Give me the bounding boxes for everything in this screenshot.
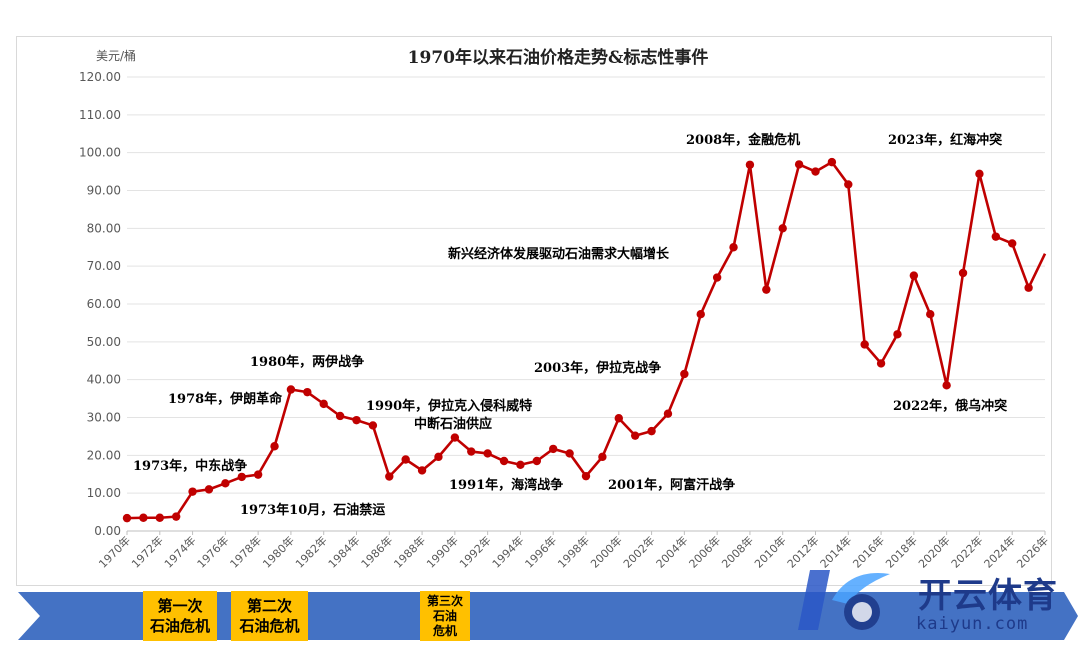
data-point bbox=[270, 442, 279, 451]
data-point bbox=[352, 415, 361, 425]
y-tick-label: 110.00 bbox=[79, 108, 121, 122]
annotation-a2008: 2008年，金融危机 bbox=[686, 132, 800, 148]
data-point bbox=[893, 330, 902, 339]
data-point bbox=[745, 160, 755, 169]
data-point bbox=[467, 447, 476, 456]
data-point bbox=[139, 513, 148, 522]
data-point bbox=[598, 452, 607, 462]
data-point bbox=[827, 157, 837, 167]
y-tick-label: 120.00 bbox=[79, 70, 121, 84]
data-point bbox=[1008, 239, 1017, 248]
data-point bbox=[565, 449, 574, 458]
data-point bbox=[385, 472, 394, 481]
data-point bbox=[991, 232, 1001, 241]
annotation-a2022: 2022年，俄乌冲突 bbox=[893, 398, 1007, 414]
chart-frame bbox=[16, 36, 1052, 586]
crisis-box-second: 第二次 石油危机 bbox=[231, 591, 308, 641]
data-point bbox=[450, 433, 460, 442]
data-point bbox=[368, 421, 378, 430]
data-point bbox=[204, 485, 214, 494]
y-tick-label: 70.00 bbox=[87, 259, 121, 273]
crisis-box-first: 第一次 石油危机 bbox=[143, 591, 217, 641]
data-point bbox=[319, 399, 328, 409]
data-point bbox=[876, 359, 886, 368]
data-point bbox=[549, 444, 558, 454]
data-point bbox=[303, 387, 312, 397]
watermark-subtext: kaiyun.com bbox=[916, 614, 1029, 634]
annotation-a2001: 2001年，阿富汗战争 bbox=[608, 477, 735, 493]
data-point bbox=[171, 512, 181, 521]
data-point bbox=[647, 426, 656, 436]
data-point bbox=[532, 456, 542, 466]
data-point bbox=[1024, 283, 1033, 292]
data-point bbox=[401, 455, 410, 464]
data-point bbox=[860, 340, 869, 349]
annotation-a1990: 1990年，伊拉克入侵科威特 bbox=[366, 398, 532, 414]
data-point bbox=[729, 243, 738, 252]
data-point bbox=[844, 180, 853, 189]
annotation-a2003: 2003年，伊拉克战争 bbox=[534, 360, 661, 376]
data-point bbox=[253, 470, 263, 479]
data-point bbox=[663, 409, 673, 418]
data-point bbox=[762, 285, 771, 294]
data-point bbox=[958, 268, 968, 278]
watermark-text: 开云体育 bbox=[918, 576, 1058, 616]
data-point bbox=[335, 411, 345, 421]
y-tick-label: 30.00 bbox=[87, 411, 121, 425]
data-point bbox=[221, 479, 230, 488]
data-point bbox=[811, 167, 820, 176]
data-point bbox=[975, 169, 984, 179]
data-point bbox=[122, 513, 132, 523]
y-tick-label: 40.00 bbox=[87, 373, 121, 387]
y-tick-label: 60.00 bbox=[87, 297, 121, 311]
data-point bbox=[434, 452, 443, 462]
y-axis-label: 美元/桶 bbox=[96, 48, 136, 63]
data-point bbox=[614, 414, 623, 423]
y-tick-label: 100.00 bbox=[79, 146, 121, 160]
data-point bbox=[712, 273, 722, 282]
data-point bbox=[417, 466, 427, 475]
data-point bbox=[680, 369, 689, 379]
chart-title: 1970年以来石油价格走势&标志性事件 bbox=[408, 47, 709, 68]
annotation-a1973oct: 1973年10月，石油禁运 bbox=[240, 502, 385, 518]
annotation-a1991: 1991年，海湾战争 bbox=[449, 477, 563, 493]
data-point bbox=[499, 456, 509, 466]
data-point bbox=[155, 513, 164, 522]
annotation-a1980: 1980年，两伊战争 bbox=[250, 354, 364, 370]
data-point bbox=[909, 271, 919, 280]
data-point bbox=[483, 449, 492, 458]
y-tick-label: 90.00 bbox=[87, 184, 121, 198]
data-point bbox=[516, 460, 525, 469]
annotation-a2023: 2023年，红海冲突 bbox=[888, 132, 1002, 148]
y-tick-label: 10.00 bbox=[87, 486, 121, 500]
data-point bbox=[188, 487, 197, 496]
annotation-a1973war: 1973年，中东战争 bbox=[133, 458, 247, 474]
annotation-layer: 1973年，中东战争 1973年10月，石油禁运 1978年，伊朗革命 1980年，两… bbox=[133, 132, 1007, 518]
data-point bbox=[794, 160, 804, 169]
annotation-a1978: 1978年，伊朗革命 bbox=[168, 391, 283, 407]
y-tick-label: 50.00 bbox=[87, 335, 121, 349]
watermark-logo-icon bbox=[798, 570, 890, 630]
data-point bbox=[942, 381, 951, 390]
y-tick-label: 20.00 bbox=[87, 448, 121, 462]
annotation-a1990b: 中断石油供应 bbox=[414, 416, 492, 432]
data-point bbox=[630, 431, 640, 440]
line-layer bbox=[122, 157, 1047, 523]
annotation-aemerging: 新兴经济体发展驱动石油需求大幅增长 bbox=[448, 246, 670, 262]
data-point bbox=[926, 310, 935, 319]
data-point bbox=[237, 472, 246, 482]
y-tick-label: 80.00 bbox=[87, 221, 121, 235]
data-point bbox=[286, 385, 296, 394]
crisis-box-third: 第三次 石油 危机 bbox=[420, 591, 470, 641]
data-point bbox=[581, 471, 591, 481]
data-point bbox=[778, 224, 787, 233]
y-tick-label: 0.00 bbox=[94, 524, 121, 538]
data-point bbox=[696, 310, 705, 319]
